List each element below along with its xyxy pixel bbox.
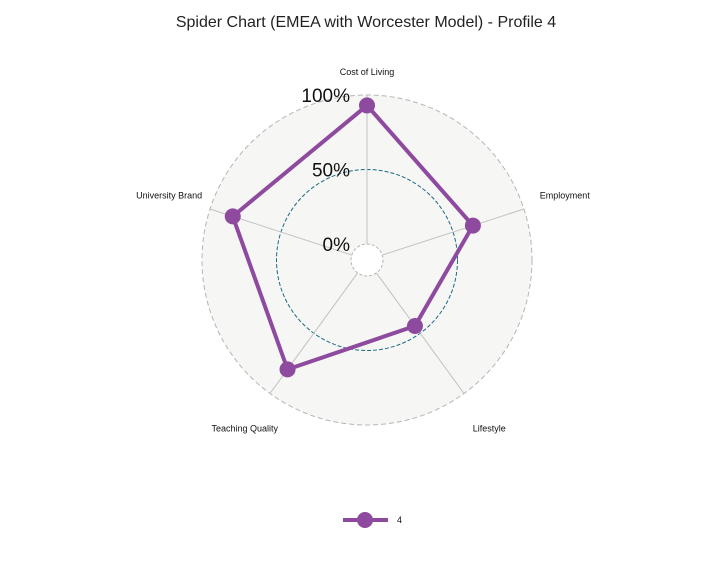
inner-ring xyxy=(350,243,384,277)
data-point xyxy=(279,361,296,378)
axis-spoke xyxy=(382,208,525,256)
series-line xyxy=(230,103,475,372)
axis-label: Cost of Living xyxy=(340,67,395,77)
data-point xyxy=(464,217,481,234)
axis-label: Lifestyle xyxy=(473,423,506,433)
radial-tick-label: 100% xyxy=(301,86,350,107)
radial-tick-label: 0% xyxy=(323,235,351,256)
axis-label: Teaching Quality xyxy=(211,423,278,433)
reference-ring xyxy=(276,169,458,351)
axis-label: University Brand xyxy=(136,191,202,201)
data-point xyxy=(406,317,423,334)
data-point xyxy=(359,97,375,114)
legend-label: 4 xyxy=(397,515,402,525)
radar-series xyxy=(224,97,481,378)
radar-axis-labels: Cost of Living Employment Lifestyle Teachin… xyxy=(136,67,590,433)
data-point xyxy=(224,208,241,225)
chart-title: Spider Chart (EMEA with Worcester Model)… xyxy=(176,14,556,31)
radial-tick-label: 50% xyxy=(312,161,350,182)
axis-spoke xyxy=(376,272,465,394)
radar-tick-labels: 0% 50% 100% xyxy=(301,86,350,256)
axis-label: Employment xyxy=(540,191,591,201)
legend: 4 xyxy=(343,512,402,528)
legend-marker xyxy=(357,512,373,528)
